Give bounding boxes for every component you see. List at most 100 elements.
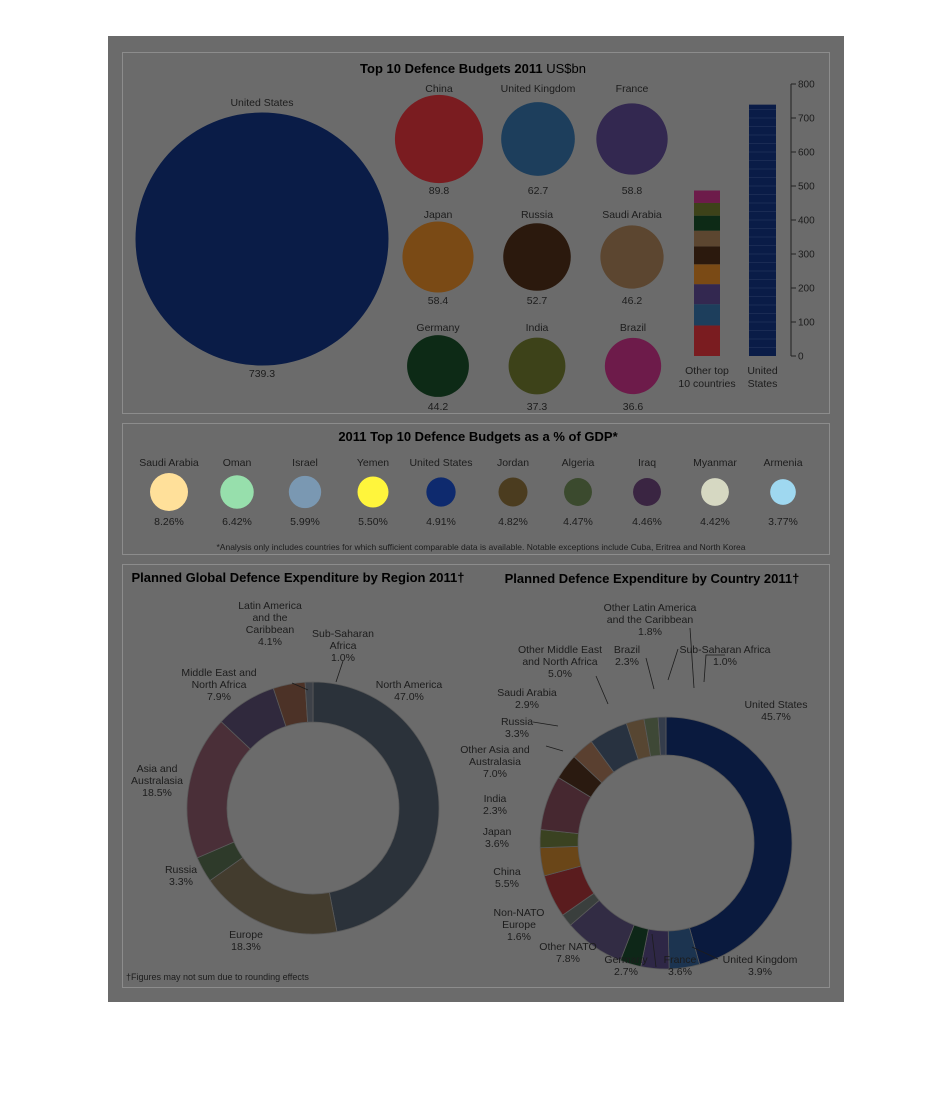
gdp-label-jordan: Jordan	[497, 457, 529, 469]
bar-label-other-top-10-countries: 10 countries	[678, 378, 735, 390]
slice-label-sub-saharan-africa: Sub-Saharan Africa	[679, 644, 770, 656]
gdp-bubble-united-states	[426, 477, 456, 507]
stack-segment-india	[694, 202, 720, 216]
stack-segment-brazil	[694, 190, 720, 203]
gdp-value-israel: 5.99%	[290, 516, 320, 528]
bubble-label-japan: Japan	[424, 209, 453, 221]
gdp-value-yemen: 5.50%	[358, 516, 388, 528]
rounding-footnote: †Figures may not sum due to rounding eff…	[126, 972, 309, 982]
gdp-bubble-israel	[288, 475, 322, 509]
slice-value-other-middle-east-and-north-africa: 5.0%	[548, 668, 572, 680]
gdp-value-saudi-arabia: 8.26%	[154, 516, 184, 528]
slice-value-saudi-arabia: 2.9%	[515, 699, 539, 711]
bar-label-united-states: United	[747, 365, 778, 377]
slice-value-brazil: 2.3%	[615, 656, 639, 668]
slice-sub-saharan-africa	[657, 716, 667, 756]
slice-label-europe: Europe	[229, 929, 263, 941]
y-tick-label: 200	[798, 284, 815, 295]
gdp-label-united-states: United States	[409, 457, 472, 469]
chart-title-gdp: 2011 Top 10 Defence Budgets as a % of GD…	[338, 429, 618, 444]
slice-value-france: 3.6%	[668, 966, 692, 978]
gdp-bubble-yemen	[357, 476, 389, 508]
leader-line	[595, 675, 609, 705]
bubble-value-united-states: 739.3	[249, 368, 275, 380]
stack-segment-japan	[694, 264, 720, 285]
gdp-value-myanmar: 4.42%	[700, 516, 730, 528]
bubble-india	[508, 337, 566, 395]
stack-segment-china	[694, 325, 720, 356]
bar-label-united-states: States	[748, 378, 778, 390]
slice-united-states	[665, 716, 793, 965]
bubble-label-germany: Germany	[416, 322, 460, 334]
bubble-label-brazil: Brazil	[620, 322, 646, 334]
slice-label-middle-east-and-north-africa: North Africa	[192, 679, 247, 691]
gdp-label-iraq: Iraq	[638, 457, 656, 469]
gdp-bubble-saudi-arabia	[150, 473, 188, 511]
slice-sub-saharan-africa	[304, 681, 314, 723]
infographic-page: Top 10 Defence Budgets 2011 US$bn 2011 T…	[108, 36, 844, 1002]
slice-label-sub-saharan-africa: Africa	[330, 640, 357, 652]
slice-label-other-middle-east-and-north-africa: Other Middle East	[518, 644, 602, 656]
bubble-japan	[402, 221, 474, 293]
bubble-united-states	[135, 112, 389, 366]
leader-line	[335, 660, 344, 683]
gdp-value-iraq: 4.46%	[632, 516, 662, 528]
gdp-bubble-myanmar	[701, 478, 729, 506]
chart-title-region: Planned Global Defence Expenditure by Re…	[131, 570, 464, 585]
chart-title-budgets: Top 10 Defence Budgets 2011 US$bn	[360, 61, 586, 76]
slice-label-united-kingdom: United Kingdom	[723, 954, 798, 966]
slice-label-asia-and-australasia: Australasia	[131, 775, 183, 787]
slice-label-latin-america-and-the-caribbean: Latin America	[238, 600, 302, 612]
gdp-label-yemen: Yemen	[357, 457, 389, 469]
chart-title-country: Planned Defence Expenditure by Country 2…	[505, 571, 800, 586]
gdp-label-armenia: Armenia	[763, 457, 802, 469]
slice-label-france: France	[664, 954, 697, 966]
slice-europe	[209, 856, 338, 935]
slice-value-other-asia-and-australasia: 7.0%	[483, 768, 507, 780]
slice-label-saudi-arabia: Saudi Arabia	[497, 687, 557, 699]
expenditure-panel	[122, 564, 830, 988]
slice-label-other-asia-and-australasia: Other Asia and	[460, 744, 530, 756]
stack-segment-united-kingdom	[694, 304, 720, 326]
bubble-russia	[503, 223, 571, 291]
slice-value-other-nato: 7.8%	[556, 953, 580, 965]
bubble-brazil	[604, 337, 662, 395]
leader-line	[291, 682, 309, 691]
slice-value-japan: 3.6%	[485, 838, 509, 850]
bubble-value-japan: 58.4	[428, 295, 449, 307]
gdp-label-saudi-arabia: Saudi Arabia	[139, 457, 199, 469]
bubble-france	[596, 103, 668, 175]
bubble-value-germany: 44.2	[428, 401, 449, 413]
chart-canvas: Top 10 Defence Budgets 2011 US$bn 2011 T…	[126, 61, 815, 982]
gdp-label-algeria: Algeria	[562, 457, 595, 469]
bubble-label-india: India	[526, 322, 549, 334]
bubble-label-saudi-arabia: Saudi Arabia	[602, 209, 662, 221]
slice-label-latin-america-and-the-caribbean: and the	[252, 612, 287, 624]
slice-value-sub-saharan-africa: 1.0%	[713, 656, 737, 668]
bubble-value-france: 58.8	[622, 185, 643, 197]
slice-label-non-nato-europe: Europe	[502, 919, 536, 931]
leader-line	[651, 933, 657, 968]
bubble-value-china: 89.8	[429, 185, 450, 197]
gdp-label-israel: Israel	[292, 457, 318, 469]
slice-label-russia: Russia	[501, 716, 533, 728]
y-tick-label: 300	[798, 250, 815, 261]
bubble-label-united-states: United States	[230, 97, 293, 109]
slice-label-india: India	[484, 793, 507, 805]
gdp-bubbles: Saudi Arabia 8.26% Oman 6.42% Israel 5.99% Yem…	[139, 457, 802, 528]
slice-label-other-middle-east-and-north-africa: and North Africa	[522, 656, 597, 668]
y-tick-label: 0	[798, 352, 804, 363]
slice-label-other-nato: Other NATO	[539, 941, 596, 953]
slice-value-united-kingdom: 3.9%	[748, 966, 772, 978]
stack-segment-france	[694, 284, 720, 305]
leader-line	[689, 627, 695, 689]
gdp-value-jordan: 4.82%	[498, 516, 528, 528]
y-tick-label: 700	[798, 114, 815, 125]
gdp-bubble-algeria	[564, 478, 592, 506]
slice-label-japan: Japan	[483, 826, 512, 838]
budgets-title-text: Top 10 Defence Budgets 2011	[360, 61, 543, 76]
stack-segment-russia	[694, 246, 720, 265]
slice-label-china: China	[493, 866, 521, 878]
